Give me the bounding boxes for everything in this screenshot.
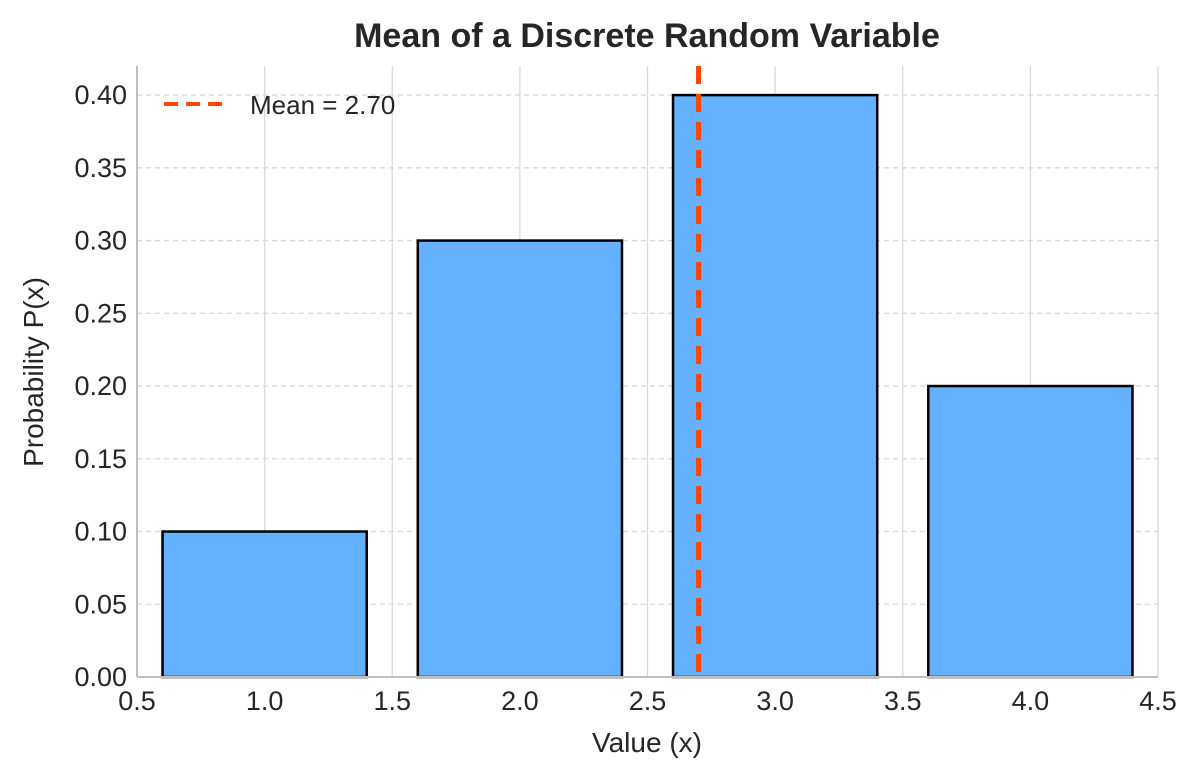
chart-title: Mean of a Discrete Random Variable [354, 17, 940, 55]
x-tick-label: 4.0 [1012, 686, 1050, 716]
y-axis-label: Probability P(x) [18, 277, 49, 467]
x-tick-label: 1.0 [246, 686, 284, 716]
y-tick-label: 0.10 [74, 517, 127, 547]
tick-labels: 0.5 1.0 1.5 2.0 2.5 3.0 3.5 4.0 4.5 0.00 0.05 0.10 0… [74, 80, 1176, 716]
x-tick-label: 2.5 [629, 686, 667, 716]
x-tick-label: 2.0 [501, 686, 539, 716]
bar [416, 239, 624, 679]
y-tick-label: 0.25 [74, 298, 127, 328]
bar [161, 530, 368, 679]
bars [161, 93, 1134, 679]
legend: Mean = 2.70 [164, 90, 395, 120]
y-tick-label: 0.15 [74, 444, 127, 474]
y-tick-label: 0.35 [74, 153, 127, 183]
legend-mean-label: Mean = 2.70 [250, 90, 395, 120]
y-tick-label: 0.05 [74, 589, 127, 619]
x-tick-label: 3.0 [756, 686, 794, 716]
y-tick-label: 0.00 [74, 662, 127, 692]
y-tick-label: 0.20 [74, 371, 127, 401]
axes [136, 66, 1158, 678]
x-tick-label: 0.5 [118, 686, 156, 716]
y-tick-label: 0.40 [74, 80, 127, 110]
x-axis-label: Value (x) [592, 727, 702, 758]
x-tick-label: 4.5 [1139, 686, 1177, 716]
bar [671, 93, 879, 679]
bar [927, 384, 1134, 679]
y-tick-label: 0.30 [74, 226, 127, 256]
x-tick-label: 3.5 [884, 686, 922, 716]
x-tick-label: 1.5 [373, 686, 411, 716]
